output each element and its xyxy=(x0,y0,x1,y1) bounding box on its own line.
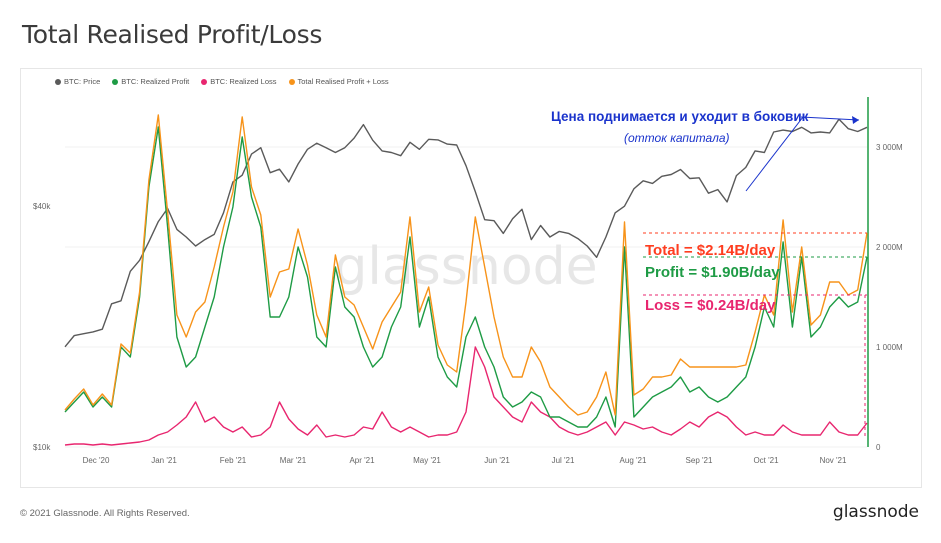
annotation-value: Profit = $1.90B/day xyxy=(645,264,780,281)
right-axis: 0 1 000M 2 000M 3 000M xyxy=(876,143,903,452)
y-right-tick: 2 000M xyxy=(876,243,903,252)
annotation-value: Loss = $0.24B/day xyxy=(645,297,776,314)
series-line-btc-realized-profit xyxy=(64,126,868,428)
legend-item-loss[interactable]: BTC: Realized Loss xyxy=(201,77,277,86)
series-line-btc-realized-loss xyxy=(64,346,868,446)
x-tick: Jan '21 xyxy=(151,456,177,465)
x-tick: Mar '21 xyxy=(280,456,307,465)
x-tick: Jul '21 xyxy=(552,456,575,465)
x-tick: Oct '21 xyxy=(753,456,779,465)
annotation-main: Цена поднимается и уходит в боковик xyxy=(551,109,809,124)
arrow-head-icon xyxy=(852,116,859,124)
x-tick: Apr '21 xyxy=(349,456,375,465)
legend-label: BTC: Price xyxy=(64,77,101,86)
page-title: Total Realised Profit/Loss xyxy=(22,20,323,49)
footer-logo[interactable]: glassnode xyxy=(832,502,919,522)
legend-dot-icon xyxy=(55,78,61,85)
legend-item-total[interactable]: Total Realised Profit + Loss xyxy=(288,77,389,86)
annotation-arrow-line xyxy=(800,116,860,121)
x-tick: Jun '21 xyxy=(484,456,510,465)
chart-plot: glassnode $10k $40k 0 1 000M 2 000M 3 000M D… xyxy=(33,97,903,465)
legend-item-price[interactable]: BTC: Price xyxy=(55,77,100,86)
x-tick: Sep '21 xyxy=(686,456,713,465)
watermark: glassnode xyxy=(334,237,597,297)
legend: BTC: Price BTC: Realized Profit BTC: Rea… xyxy=(55,77,389,86)
legend-dot-icon xyxy=(112,78,119,85)
annotations: Цена поднимается и уходит в боковик (отто… xyxy=(551,109,860,314)
annotation-arrow-line xyxy=(745,116,804,192)
series-lines xyxy=(64,114,868,446)
legend-dot-icon xyxy=(201,78,208,85)
legend-item-profit[interactable]: BTC: Realized Profit xyxy=(112,77,189,86)
x-tick: Aug '21 xyxy=(620,456,647,465)
series-line-btc-price xyxy=(64,118,868,348)
y-right-tick: 0 xyxy=(876,443,881,452)
value-guides xyxy=(643,232,867,437)
x-tick: Feb '21 xyxy=(220,456,247,465)
chart-card: BTC: Price BTC: Realized Profit BTC: Rea… xyxy=(20,68,922,488)
annotation-sub: (отток капитала) xyxy=(624,131,730,145)
y-left-tick: $40k xyxy=(33,202,51,211)
y-left-tick: $10k xyxy=(33,443,51,452)
legend-label: BTC: Realized Loss xyxy=(210,77,277,86)
x-axis: Dec '20 Jan '21 Feb '21 Mar '21 Apr '21 May '… xyxy=(83,456,847,465)
x-tick: Dec '20 xyxy=(83,456,110,465)
x-tick: May '21 xyxy=(413,456,441,465)
series-line-total-realised-profit-loss xyxy=(64,114,868,416)
y-right-tick: 3 000M xyxy=(876,143,903,152)
left-axis: $10k $40k xyxy=(33,202,51,452)
footer-copyright: © 2021 Glassnode. All Rights Reserved. xyxy=(20,508,190,519)
legend-dot-icon xyxy=(288,78,295,85)
x-tick: Nov '21 xyxy=(820,456,847,465)
legend-label: Total Realised Profit + Loss xyxy=(297,77,389,86)
y-right-tick: 1 000M xyxy=(876,343,903,352)
legend-label: BTC: Realized Profit xyxy=(121,77,190,86)
annotation-value: Total = $2.14B/day xyxy=(645,242,776,259)
